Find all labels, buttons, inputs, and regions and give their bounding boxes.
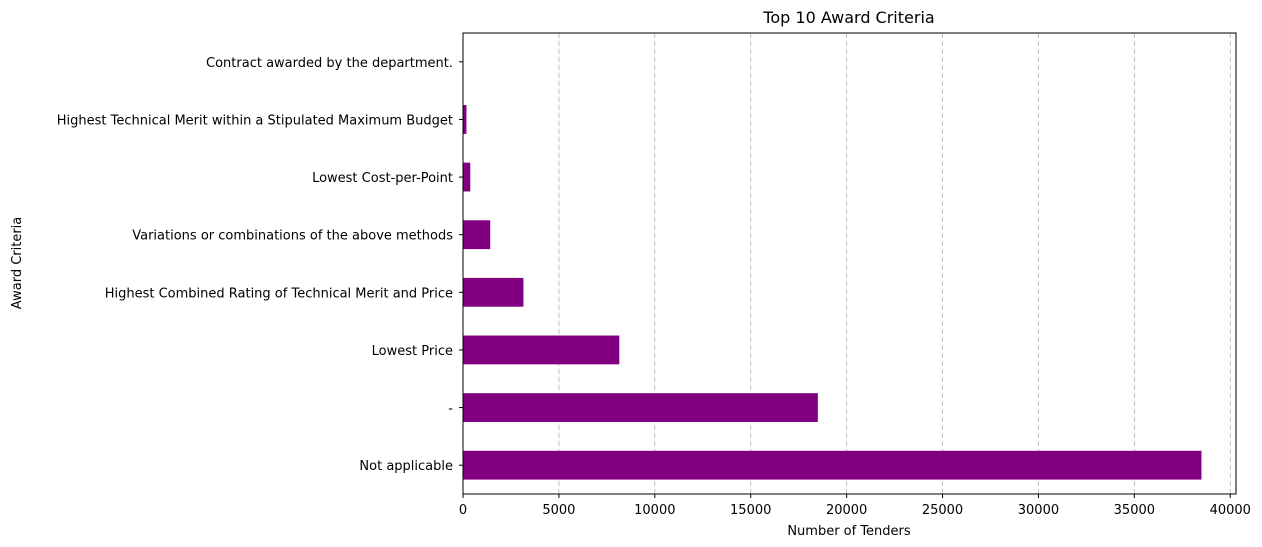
x-tick-label: 5000 bbox=[542, 503, 575, 518]
y-tick-label: Lowest Price bbox=[372, 344, 453, 359]
bar bbox=[463, 450, 1202, 480]
bar bbox=[463, 277, 524, 307]
x-axis-label: Number of Tenders bbox=[787, 524, 911, 539]
x-tick-label: 20000 bbox=[826, 503, 867, 518]
bar bbox=[463, 105, 467, 134]
x-tick-label: 0 bbox=[459, 503, 467, 518]
bar bbox=[463, 162, 471, 192]
y-tick-label: Not applicable bbox=[359, 459, 453, 474]
x-tick-label: 35000 bbox=[1114, 503, 1155, 518]
y-tick-label: Contract awarded by the department. bbox=[206, 56, 453, 71]
x-tick-label: 10000 bbox=[634, 503, 675, 518]
y-tick-label: Highest Combined Rating of Technical Mer… bbox=[105, 286, 453, 301]
grid-lines bbox=[558, 33, 1231, 494]
x-tick-label: 30000 bbox=[1018, 503, 1059, 518]
y-axis-label: Award Criteria bbox=[10, 217, 25, 310]
y-tick-label: - bbox=[448, 402, 453, 417]
y-axis-ticks: Not applicable - Lowest Price Highest Combi… bbox=[57, 56, 463, 474]
x-tick-label: 15000 bbox=[730, 503, 771, 518]
y-tick-label: Highest Technical Merit within a Stipula… bbox=[57, 113, 453, 128]
chart-title: Top 10 Award Criteria bbox=[762, 8, 934, 27]
bar bbox=[463, 393, 818, 422]
y-tick-label: Lowest Cost-per-Point bbox=[312, 171, 453, 186]
y-tick-label: Variations or combinations of the above … bbox=[132, 229, 453, 244]
x-axis-ticks: 0 5000 10000 15000 20000 25000 30000 35000 40000 bbox=[459, 494, 1251, 518]
bars bbox=[463, 47, 1202, 480]
bar bbox=[463, 220, 491, 250]
x-tick-label: 40000 bbox=[1210, 503, 1251, 518]
plot-frame bbox=[462, 32, 1237, 495]
bar bbox=[463, 335, 620, 365]
x-tick-label: 25000 bbox=[922, 503, 963, 518]
